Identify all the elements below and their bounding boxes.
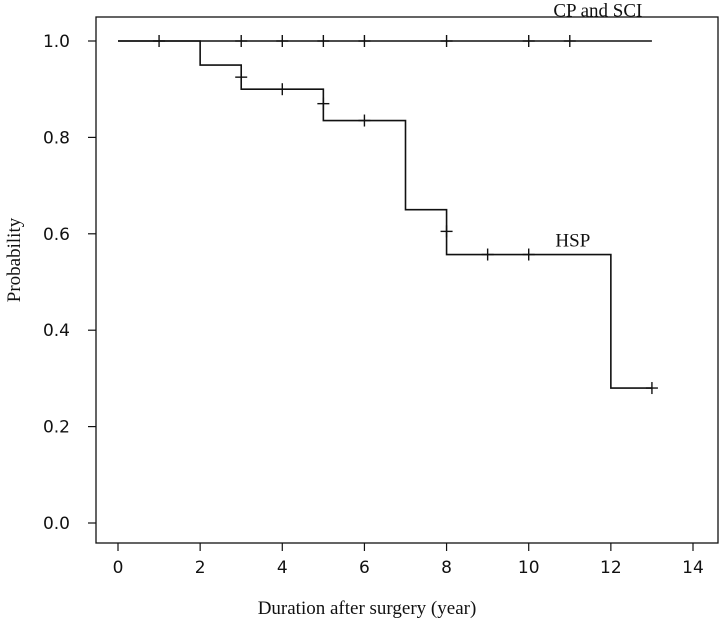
x-tick-label: 4 [277,558,288,578]
x-axis-label: Duration after surgery (year) [258,598,477,619]
y-tick-label: 1.0 [43,32,70,52]
y-tick-label: 0.8 [43,128,70,148]
x-tick-label: 6 [359,558,370,578]
x-tick-label: 14 [682,558,704,578]
y-tick-label: 0.6 [43,225,70,245]
y-tick-label: 0.2 [43,418,70,438]
x-tick-label: 8 [441,558,452,578]
plot-frame [95,16,719,544]
series-line-hsp [118,40,652,389]
y-axis-label: Probability [4,217,25,302]
x-tick-label: 10 [518,558,540,578]
x-tick-label: 2 [195,558,206,578]
x-tick-label: 0 [113,558,124,578]
series-label-hsp: HSP [555,230,590,251]
y-tick-label: 0.4 [43,321,70,341]
x-tick-label: 12 [600,558,622,578]
y-tick-label: 0.0 [43,514,70,534]
series-label-cp-and-sci: CP and SCI [553,0,642,21]
